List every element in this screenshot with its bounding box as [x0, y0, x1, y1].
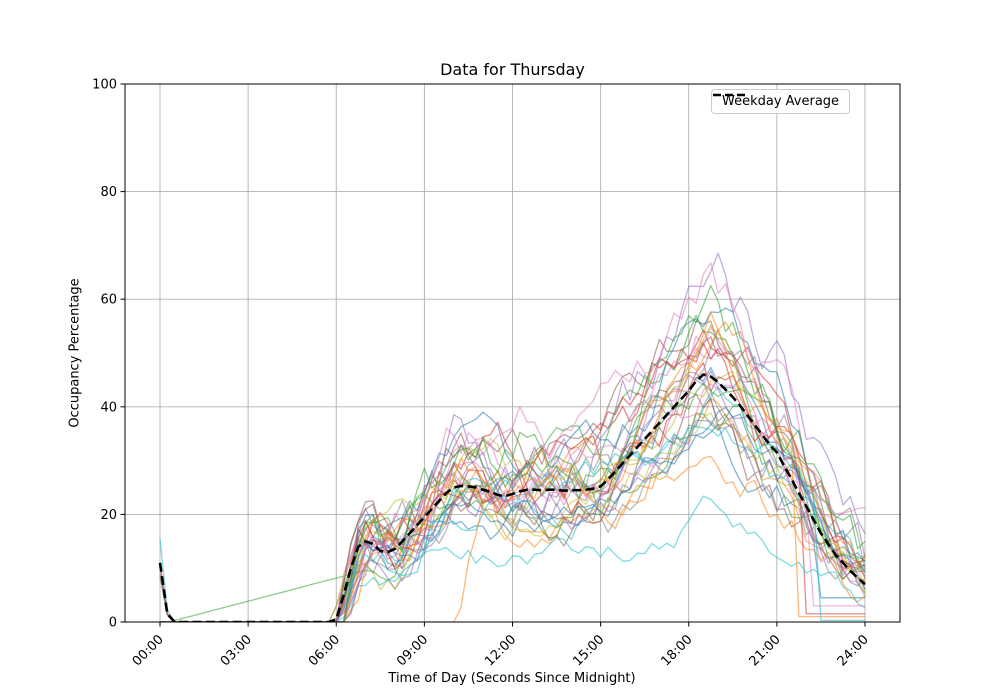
- y-tick-label: 100: [92, 78, 117, 93]
- series-line-18: [160, 329, 866, 622]
- series-line-5: [160, 252, 866, 622]
- y-tick-label: 20: [100, 508, 117, 523]
- series-line-30: [160, 426, 865, 622]
- x-tick-label: 03:00: [218, 632, 255, 669]
- legend-label: Weekday Average: [722, 94, 840, 109]
- series-line-1: [160, 366, 866, 622]
- series-line-21: [160, 307, 866, 622]
- series-line-31: [160, 406, 866, 622]
- x-tick-label: 24:00: [835, 632, 872, 669]
- y-tick-label: 80: [100, 185, 117, 200]
- series-line-12: [160, 455, 866, 622]
- series-line-29: [160, 324, 866, 622]
- y-tick-label: 40: [100, 400, 117, 415]
- dashed-line-icon: [713, 93, 747, 97]
- series-line-11: [160, 423, 865, 622]
- series-line-27: [160, 383, 865, 622]
- y-axis-label: Occupancy Percentage: [67, 278, 83, 428]
- series-line-20: [160, 495, 866, 622]
- x-axis-label: Time of Day (Seconds Since Midnight): [388, 671, 636, 686]
- average-line: [158, 373, 866, 622]
- series-group: [158, 252, 866, 622]
- series-line-33: [160, 262, 866, 622]
- series-line-28: [160, 391, 866, 622]
- x-tick-label: 21:00: [747, 632, 784, 669]
- legend: Weekday Average: [711, 89, 851, 114]
- y-tick-label: 60: [100, 293, 117, 308]
- series-line-25: [160, 419, 866, 622]
- series-line-23: [160, 382, 866, 622]
- series-line-17: [160, 326, 866, 622]
- series-line-13: [160, 314, 866, 622]
- series-line-34: [160, 284, 866, 622]
- x-tick-label: 12:00: [482, 632, 519, 669]
- x-tick-label: 15:00: [570, 632, 607, 669]
- chart-title: Data for Thursday: [440, 60, 585, 79]
- x-tick-label: 18:00: [658, 632, 695, 669]
- y-tick-label: 0: [109, 616, 117, 631]
- x-tick-label: 09:00: [394, 632, 431, 669]
- series-line-16: [160, 393, 866, 622]
- x-tick-label: 06:00: [306, 632, 343, 669]
- series-line-6: [160, 320, 866, 622]
- x-tick-label: 00:00: [130, 632, 167, 669]
